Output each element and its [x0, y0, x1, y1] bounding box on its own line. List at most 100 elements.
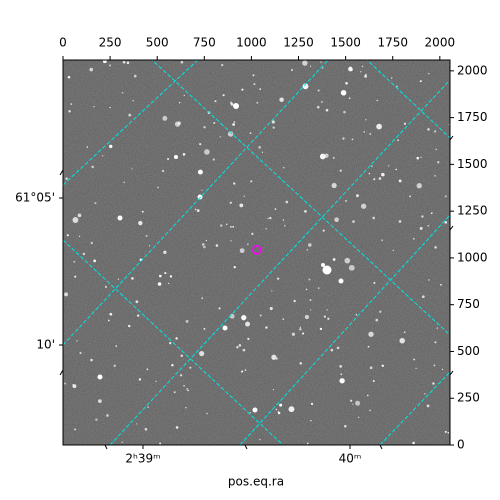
- star: [339, 169, 342, 172]
- star: [345, 199, 348, 202]
- star: [363, 130, 366, 133]
- marks: 0 250 500 750 1000 1250 1500 1750 2000 0 250 500 750…: [15, 36, 487, 466]
- star: [177, 121, 182, 126]
- star: [293, 299, 296, 303]
- star: [322, 67, 324, 69]
- star: [274, 208, 277, 210]
- star: [265, 228, 267, 230]
- star: [365, 73, 367, 76]
- star: [327, 317, 330, 320]
- star: [269, 216, 272, 220]
- star: [229, 101, 233, 105]
- star: [89, 67, 94, 72]
- star: [373, 281, 376, 285]
- star: [227, 131, 234, 137]
- star: [441, 368, 444, 371]
- star: [379, 310, 382, 313]
- bright-star: [97, 374, 103, 380]
- star: [70, 103, 73, 105]
- star: [141, 210, 144, 213]
- star: [325, 108, 329, 112]
- x-tick-label: 1000: [236, 36, 267, 50]
- star: [302, 332, 305, 335]
- star: [398, 220, 402, 223]
- star: [317, 287, 320, 289]
- star: [306, 249, 309, 251]
- star: [428, 279, 430, 281]
- star: [267, 217, 269, 220]
- star: [387, 165, 390, 167]
- star: [183, 384, 185, 387]
- star: [317, 89, 320, 92]
- star: [416, 183, 422, 189]
- star: [323, 315, 326, 318]
- star: [232, 225, 235, 228]
- star: [367, 345, 370, 348]
- stars: [64, 60, 450, 445]
- star: [265, 326, 268, 329]
- star: [222, 94, 225, 97]
- image-noise: [63, 60, 450, 445]
- star: [158, 274, 162, 278]
- star: [230, 239, 232, 242]
- star: [104, 285, 108, 289]
- x-axis-label: pos.eq.ra: [228, 475, 284, 489]
- star: [272, 388, 275, 391]
- star: [330, 348, 334, 352]
- star: [252, 74, 255, 77]
- star: [122, 60, 126, 64]
- star: [113, 364, 116, 367]
- star: [361, 65, 364, 68]
- star: [180, 354, 183, 357]
- star: [430, 212, 433, 215]
- star: [344, 424, 347, 428]
- star: [68, 110, 71, 113]
- star: [339, 378, 345, 384]
- star: [182, 153, 186, 156]
- star: [271, 290, 273, 292]
- star: [409, 195, 412, 198]
- star: [109, 64, 112, 67]
- star: [117, 278, 120, 280]
- star: [161, 169, 165, 173]
- star: [261, 151, 264, 153]
- star: [241, 315, 247, 321]
- star: [403, 122, 407, 125]
- grid-line: [379, 371, 450, 445]
- star: [372, 216, 376, 220]
- x-tick-label: 0: [59, 36, 67, 50]
- star: [309, 299, 312, 302]
- star: [419, 80, 422, 83]
- star: [86, 146, 89, 148]
- grid-line: [366, 60, 450, 139]
- dec-tick-label: 10': [36, 338, 55, 352]
- star: [369, 409, 371, 412]
- star: [66, 234, 69, 237]
- star: [236, 346, 239, 349]
- grid-line: [239, 214, 450, 445]
- star: [355, 314, 358, 316]
- wcs-grid: [63, 60, 450, 445]
- star: [368, 331, 374, 337]
- star: [271, 120, 275, 124]
- x-tick-label: 1750: [377, 36, 408, 50]
- star: [126, 61, 130, 64]
- star: [279, 97, 284, 102]
- star: [241, 88, 244, 91]
- star: [185, 407, 187, 409]
- y-tick-label: 1250: [457, 204, 488, 218]
- star: [321, 101, 323, 103]
- star: [167, 282, 170, 285]
- star: [308, 278, 311, 281]
- star: [128, 324, 131, 328]
- star: [64, 382, 67, 385]
- star: [77, 213, 82, 218]
- star: [218, 307, 221, 310]
- star: [214, 100, 217, 103]
- star: [358, 416, 360, 418]
- star: [372, 379, 375, 383]
- star: [381, 364, 384, 367]
- star: [109, 106, 111, 109]
- star: [373, 178, 376, 181]
- star: [123, 181, 126, 184]
